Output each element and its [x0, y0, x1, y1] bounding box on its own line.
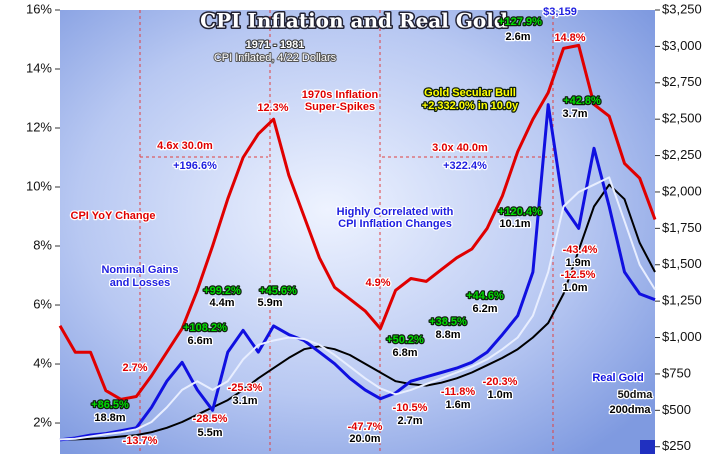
series-line	[58, 43, 657, 401]
y2-tick-label: $1,250	[662, 293, 702, 308]
y2-tick-label: $500	[662, 402, 691, 417]
annotation: 4.6x 30.0m	[157, 140, 213, 152]
annotation: -12.5%	[561, 269, 596, 281]
annotation: 4.4m	[209, 297, 234, 309]
y2-tick-label: $1,000	[662, 329, 702, 344]
annotation: 1970s Inflation	[302, 89, 379, 101]
logo	[640, 440, 655, 454]
annotation: 2.7%	[122, 362, 147, 374]
annotation: 1.9m	[565, 257, 590, 269]
annotation: +45.6%	[259, 285, 297, 297]
series-label: CPI YoY Change	[71, 210, 156, 222]
annotation: 3.0x 40.0m	[432, 142, 488, 154]
annotation: +50.2%	[386, 334, 424, 346]
annotation: 14.8%	[554, 32, 585, 44]
annotation: +42.8%	[563, 95, 601, 107]
annotation: 1.0m	[562, 282, 587, 294]
y-tick-label: 2%	[33, 414, 52, 429]
annotation: +127.9%	[498, 16, 542, 28]
annotation: Gold Secular Bull	[424, 87, 516, 99]
y2-tick-label: $1,750	[662, 220, 702, 235]
annotation: 3.7m	[562, 108, 587, 120]
annotation: +44.6%	[466, 290, 504, 302]
y2-tick-label: $3,250	[662, 1, 702, 16]
annotation: 18.8m	[94, 412, 125, 424]
annotation: -28.5%	[193, 413, 228, 425]
annotation: 2.6m	[505, 31, 530, 43]
series-line	[59, 176, 656, 441]
annotation: CPI Inflation Changes	[338, 218, 452, 230]
y-tick-label: 14%	[26, 60, 52, 75]
y-tick-label: 8%	[33, 237, 52, 252]
y2-tick-label: $2,000	[662, 183, 702, 198]
annotation: 10.1m	[499, 218, 530, 230]
subtitle: 1971 - 1981	[246, 39, 305, 51]
annotation: -13.7%	[123, 435, 158, 447]
annotation: Highly Correlated with	[337, 206, 454, 218]
annotation: -10.5%	[393, 402, 428, 414]
y2-tick-label: $2,750	[662, 74, 702, 89]
annotation: Nominal Gains	[101, 264, 178, 276]
series-label: 200dma	[610, 404, 652, 416]
annotation: +108.2%	[183, 322, 227, 334]
series-line	[59, 103, 656, 442]
annotation: 20.0m	[349, 433, 380, 445]
plot-area	[60, 10, 655, 454]
annotation: and Losses	[110, 277, 171, 289]
annotation: 1.0m	[487, 389, 512, 401]
annotation: 5.9m	[257, 297, 282, 309]
annotation: Super-Spikes	[305, 101, 375, 113]
annotation: -20.3%	[483, 376, 518, 388]
annotation: +120.4%	[498, 206, 542, 218]
chart-title: CPI Inflation and Real Gold	[200, 9, 508, 33]
y2-tick-label: $2,500	[662, 111, 702, 126]
annotation: +38.5%	[429, 316, 467, 328]
annotation: -11.8%	[441, 386, 475, 398]
annotation: 6.6m	[187, 335, 212, 347]
annotation: +99.2%	[203, 285, 241, 297]
annotation: $3,159	[543, 6, 577, 18]
annotation: 12.3%	[257, 102, 288, 114]
annotation: 2.7m	[397, 415, 422, 427]
annotation: 6.2m	[472, 303, 497, 315]
series-line	[60, 183, 656, 441]
y-tick-label: 10%	[26, 178, 52, 193]
y-tick-label: 12%	[26, 119, 52, 134]
annotation: 6.8m	[392, 347, 417, 359]
y2-tick-label: $2,250	[662, 147, 702, 162]
annotation: -47.7%	[348, 421, 383, 433]
series-label: Real Gold	[592, 372, 643, 384]
annotation: +86.5%	[91, 399, 129, 411]
y2-tick-label: $3,000	[662, 38, 702, 53]
series-label: 50dma	[618, 389, 654, 401]
annotation: 3.1m	[232, 395, 257, 407]
annotation: -25.3%	[228, 382, 263, 394]
y-tick-label: 16%	[26, 1, 52, 16]
note: CPI Inflated, 4/22 Dollars	[214, 52, 337, 64]
annotation: 8.8m	[435, 329, 460, 341]
guides	[139, 10, 554, 454]
y2-tick-label: $1,500	[662, 256, 702, 271]
annotation: +2,332.0% in 10.0y	[422, 100, 519, 112]
y-tick-label: 6%	[33, 296, 52, 311]
annotation: 5.5m	[197, 427, 222, 439]
annotation: 4.9%	[365, 277, 390, 289]
y2-tick-label: $750	[662, 365, 691, 380]
annotation: +196.6%	[173, 160, 217, 172]
annotation: -43.4%	[563, 244, 598, 256]
y-tick-label: 4%	[33, 355, 52, 370]
y2-tick-label: $250	[662, 438, 691, 453]
annotation: +322.4%	[443, 160, 487, 172]
annotation: 1.6m	[445, 399, 470, 411]
